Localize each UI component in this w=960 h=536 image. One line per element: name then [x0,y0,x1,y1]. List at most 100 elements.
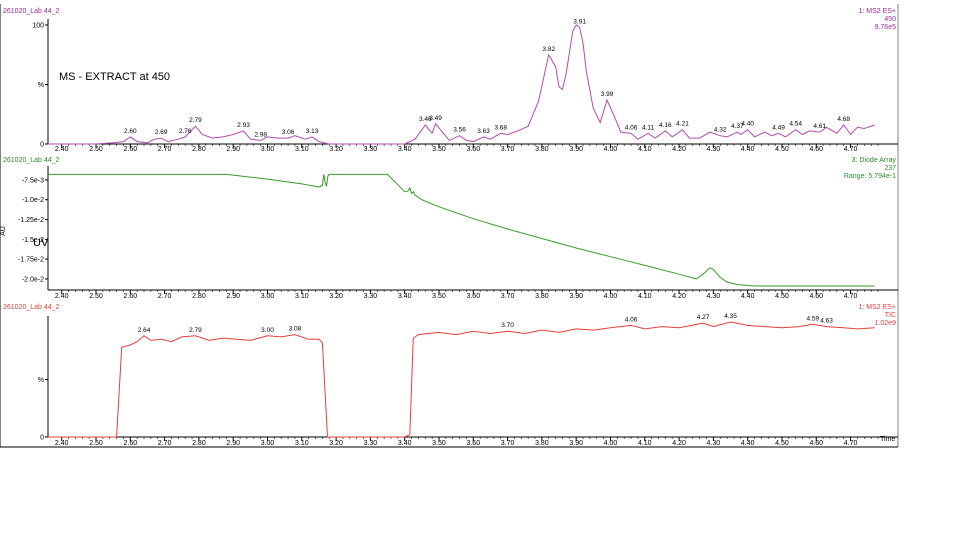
tic-x-tick-label: 4.50 [775,440,789,447]
ms-x-tick-label: 2.90 [226,146,240,153]
ms-x-tick-label: 3.60 [466,146,480,153]
ms-peak-label: 4.61 [813,123,826,130]
uv-y-axis-label: AU [0,226,7,236]
tic-info-line-3: 1.02e9 [875,320,897,327]
ms-x-tick-label: 3.40 [398,146,412,153]
ms-x-tick-label: 4.50 [775,146,789,153]
tic-info-line-1: 1: MS2 ES+ [858,304,896,311]
uv-panel: -7.5e-3 -1.0e-2 -1.25e-2 -1.5e-2 -1.75e-2 -2.… [18,166,898,300]
ms-peak-label: 2.60 [124,128,137,135]
ms-x-tick-label: 3.00 [261,146,275,153]
tic-x-tick-label: 4.20 [672,440,686,447]
uv-x-tick-label: 3.80 [535,293,549,300]
ms-peak-label: 2.76 [179,128,192,135]
tic-x-tick-label: 3.00 [261,440,275,447]
uv-x-tick-label: 2.60 [124,293,138,300]
tic-x-tick-label: 4.40 [741,440,755,447]
ms-x-tick-label: 4.00 [604,146,618,153]
uv-y-tick-label: -1.0e-2 [22,197,44,204]
tic-x-tick-label: 3.60 [466,440,480,447]
uv-y-tick-label: -1.5e-2 [22,237,44,244]
tic-series-line [48,321,875,438]
ms-x-tick-label: 4.20 [672,146,686,153]
uv-info-line-1: 3: Diode Array [852,157,897,164]
ms-peak-label: 4.37 [731,123,744,130]
tic-x-tick-label: 3.40 [398,440,412,447]
tic-x-tick-label: 3.70 [501,440,515,447]
uv-x-tick-label: 3.90 [569,293,583,300]
tic-x-tick-label: 4.60 [809,440,823,447]
ms-y-tick-label: 0 [40,142,44,149]
ms-peak-label: 2.69 [155,129,168,136]
ms-info-line-3: 9.76e5 [875,24,897,31]
uv-x-tick-label: 3.10 [295,293,309,300]
ms-panel: 0% 100 2.40 2.50 2.60 2.70 2.80 2.90 3.00 3.10 3.2… [32,18,898,153]
tic-x-tick-label: 4.00 [604,440,618,447]
ms-peak-label: 3.63 [477,128,490,135]
ms-y-tick-label: 100 [32,23,44,30]
tic-peak-label: 3.08 [289,326,302,333]
ms-x-tick-label: 2.80 [192,146,206,153]
ms-info-line-2: 450 [884,16,896,23]
ms-peak-label: 4.11 [642,124,655,131]
tic-peak-label: 4.35 [724,313,737,320]
uv-x-tick-label: 2.80 [192,293,206,300]
ms-x-tick-label: 3.50 [432,146,446,153]
tic-x-tick-label: 2.40 [55,440,69,447]
tic-peak-label: 4.63 [820,318,833,325]
ms-peak-label: 3.13 [306,128,319,135]
tic-x-axis-title: Time [880,436,895,443]
ms-extract-annotation: MS - EXTRACT at 450 [59,71,170,83]
ms-peak-label: 3.91 [573,18,586,25]
tic-x-tick-label: 3.90 [569,440,583,447]
tic-x-tick-label: 4.10 [638,440,652,447]
uv-x-tick-label: 2.50 [89,293,103,300]
uv-x-tick-label: 3.20 [329,293,343,300]
tic-peak-label: 3.00 [261,327,274,334]
ms-peak-label: 3.06 [282,129,295,136]
ms-peak-label: 2.93 [237,122,250,129]
uv-series-line [48,173,875,287]
tic-x-tick-label: 4.30 [707,440,721,447]
uv-x-tick-label: 3.00 [261,293,275,300]
tic-y-tick-label: % [38,377,44,384]
uv-x-tick-label: 4.00 [604,293,618,300]
tic-peak-label: 2.79 [189,327,202,334]
uv-x-tick-label: 4.20 [672,293,686,300]
ms-x-tick-label: 3.10 [295,146,309,153]
ms-x-tick-label: 4.30 [707,146,721,153]
tic-y-tick-label: 0 [40,435,44,442]
tic-x-tick-label: 2.60 [124,440,138,447]
tic-peak-label: 2.64 [138,327,151,334]
tic-peak-label: 4.27 [697,314,710,321]
ms-peak-label: 4.16 [659,122,672,129]
tic-x-tick-label: 2.80 [192,440,206,447]
uv-y-tick-label: -2.0e-2 [22,276,44,283]
ms-peak-label: 2.79 [189,117,202,124]
ms-peak-label: 4.49 [772,124,785,131]
tic-x-tick-label: 3.10 [295,440,309,447]
tic-info-line-2: TIC [885,312,896,319]
ms-x-tick-label: 2.50 [89,146,103,153]
tic-x-tick-label: 3.50 [432,440,446,447]
uv-y-tick-label: -1.25e-2 [18,217,44,224]
tic-x-tick-label: 4.70 [844,440,858,447]
ms-peak-label: 4.32 [714,127,727,134]
ms-x-tick-label: 2.40 [55,146,69,153]
ms-x-tick-label: 2.60 [124,146,138,153]
tic-x-tick-label: 2.90 [226,440,240,447]
tic-panel: 0% 2.40 2.50 2.60 2.70 2.80 2.90 3.00 3.10 3.20 3.… [38,313,898,447]
uv-x-tick-label: 3.60 [466,293,480,300]
ms-x-tick-label: 4.10 [638,146,652,153]
ms-peak-label: 3.82 [542,46,555,53]
ms-peak-label: 4.68 [837,116,850,123]
uv-x-tick-label: 2.90 [226,293,240,300]
uv-x-tick-label: 3.50 [432,293,446,300]
plot-layer: 0% 100 2.40 2.50 2.60 2.70 2.80 2.90 3.00 3.10 3.2… [0,4,899,448]
uv-x-tick-label: 4.70 [844,293,858,300]
uv-x-tick-label: 4.50 [775,293,789,300]
ms-peak-label: 3.99 [601,91,614,98]
tic-peak-label: 4.06 [625,316,638,323]
uv-y-tick-label: -7.5e-3 [22,177,44,184]
